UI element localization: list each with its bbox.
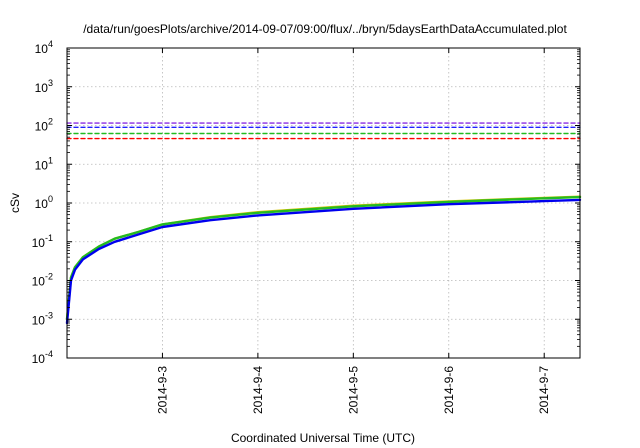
y-axis-label: cSv	[8, 193, 22, 213]
y-tick-label: 102	[35, 117, 53, 134]
chart-title: /data/run/goesPlots/archive/2014-09-07/0…	[83, 22, 567, 36]
x-tick-label: 2014-9-7	[537, 366, 551, 414]
y-tick-label: 10-3	[32, 310, 53, 327]
series-line-7	[65, 198, 582, 325]
x-tick-label: 2014-9-4	[251, 366, 265, 414]
grid	[67, 48, 580, 358]
y-tick-label: 100	[35, 194, 53, 211]
x-tick-label: 2014-9-6	[442, 366, 456, 414]
y-axis: 104 103 102 101 100 10-1 10-2 10-3 10-4	[32, 39, 580, 366]
y-tick-label: 101	[35, 155, 53, 172]
y-tick-label: 103	[35, 78, 53, 95]
series-layer	[65, 122, 582, 325]
x-tick-label: 2014-9-3	[155, 366, 169, 414]
x-tick-label: 2014-9-5	[346, 366, 360, 414]
y-tick-label: 104	[35, 39, 53, 56]
x-axis-label: Coordinated Universal Time (UTC)	[231, 431, 415, 445]
series-line-6	[65, 195, 582, 321]
y-tick-label: 10-1	[32, 233, 53, 250]
x-axis: 2014-9-3 2014-9-4 2014-9-5 2014-9-6 2014-9-7	[155, 48, 551, 414]
y-tick-label: 10-2	[32, 272, 53, 289]
series-line-5	[65, 195, 582, 321]
y-tick-label: 10-4	[32, 349, 53, 366]
